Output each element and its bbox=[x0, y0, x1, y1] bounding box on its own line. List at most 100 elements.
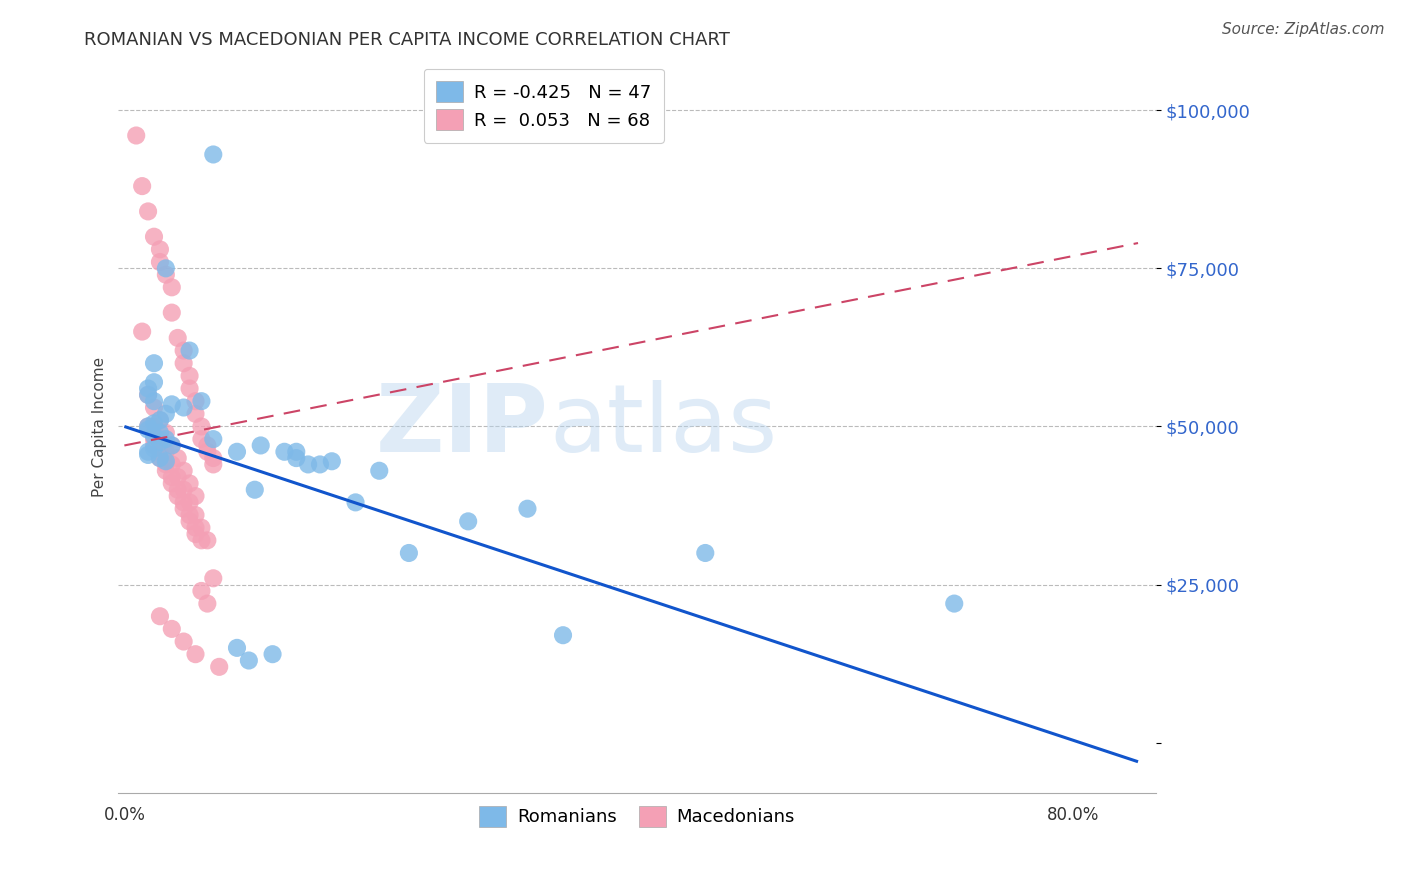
Point bbox=[202, 451, 225, 466]
Point bbox=[309, 458, 332, 472]
Point bbox=[160, 476, 183, 491]
Point bbox=[202, 458, 225, 472]
Point bbox=[149, 425, 172, 440]
Point bbox=[149, 413, 172, 427]
Point bbox=[208, 660, 231, 674]
Point bbox=[184, 394, 207, 409]
Point bbox=[173, 401, 195, 415]
Point bbox=[173, 343, 195, 358]
Point bbox=[190, 533, 212, 548]
Point bbox=[202, 571, 225, 585]
Point bbox=[516, 501, 538, 516]
Point bbox=[136, 444, 159, 458]
Point bbox=[195, 533, 218, 548]
Point bbox=[190, 394, 212, 409]
Point bbox=[143, 401, 166, 415]
Point bbox=[136, 388, 159, 402]
Point bbox=[136, 382, 159, 396]
Point bbox=[243, 483, 266, 497]
Point bbox=[155, 458, 177, 472]
Point bbox=[143, 438, 166, 452]
Point bbox=[226, 640, 249, 655]
Point bbox=[155, 454, 177, 468]
Point bbox=[149, 609, 172, 624]
Point bbox=[173, 634, 195, 648]
Point bbox=[285, 444, 308, 458]
Point bbox=[155, 425, 177, 440]
Point bbox=[155, 407, 177, 421]
Point bbox=[160, 305, 183, 319]
Point bbox=[195, 597, 218, 611]
Point bbox=[173, 464, 195, 478]
Point bbox=[344, 495, 367, 509]
Legend: Romanians, Macedonians: Romanians, Macedonians bbox=[470, 797, 804, 836]
Point bbox=[195, 438, 218, 452]
Point bbox=[195, 444, 218, 458]
Point bbox=[190, 432, 212, 446]
Point bbox=[155, 464, 177, 478]
Point bbox=[179, 495, 201, 509]
Point bbox=[160, 622, 183, 636]
Text: 0.0%: 0.0% bbox=[104, 806, 145, 824]
Point bbox=[202, 432, 225, 446]
Point bbox=[143, 356, 166, 370]
Point bbox=[173, 501, 195, 516]
Point bbox=[136, 388, 159, 402]
Point bbox=[297, 458, 319, 472]
Point bbox=[262, 647, 284, 661]
Point bbox=[166, 451, 188, 466]
Point bbox=[179, 508, 201, 522]
Point bbox=[160, 458, 183, 472]
Text: atlas: atlas bbox=[548, 381, 778, 473]
Point bbox=[695, 546, 717, 560]
Point bbox=[143, 375, 166, 389]
Point bbox=[190, 419, 212, 434]
Point bbox=[190, 521, 212, 535]
Point bbox=[179, 476, 201, 491]
Point bbox=[184, 489, 207, 503]
Point bbox=[184, 521, 207, 535]
Point bbox=[238, 653, 260, 667]
Point bbox=[202, 147, 225, 161]
Point bbox=[136, 204, 159, 219]
Point bbox=[166, 470, 188, 484]
Point bbox=[166, 331, 188, 345]
Point bbox=[184, 527, 207, 541]
Point bbox=[179, 514, 201, 528]
Point bbox=[160, 470, 183, 484]
Point bbox=[398, 546, 420, 560]
Point bbox=[160, 397, 183, 411]
Point bbox=[368, 464, 391, 478]
Point bbox=[190, 583, 212, 598]
Text: Source: ZipAtlas.com: Source: ZipAtlas.com bbox=[1222, 22, 1385, 37]
Point bbox=[184, 508, 207, 522]
Point bbox=[943, 597, 966, 611]
Point bbox=[149, 444, 172, 458]
Point bbox=[149, 451, 172, 466]
Point bbox=[173, 356, 195, 370]
Point bbox=[166, 483, 188, 497]
Point bbox=[155, 268, 177, 282]
Point bbox=[179, 368, 201, 383]
Point bbox=[143, 229, 166, 244]
Point bbox=[184, 647, 207, 661]
Point bbox=[179, 343, 201, 358]
Point bbox=[155, 432, 177, 446]
Point bbox=[155, 444, 177, 458]
Point bbox=[143, 442, 166, 456]
Point bbox=[143, 429, 166, 443]
Point bbox=[160, 438, 183, 452]
Point bbox=[143, 419, 166, 434]
Text: ZIP: ZIP bbox=[375, 381, 548, 473]
Point bbox=[166, 489, 188, 503]
Point bbox=[131, 179, 153, 194]
Point bbox=[273, 444, 295, 458]
Point bbox=[149, 435, 172, 450]
Point bbox=[149, 255, 172, 269]
Point bbox=[143, 394, 166, 409]
Point bbox=[136, 448, 159, 462]
Point bbox=[160, 438, 183, 452]
Point bbox=[184, 407, 207, 421]
Point bbox=[249, 438, 271, 452]
Point bbox=[149, 413, 172, 427]
